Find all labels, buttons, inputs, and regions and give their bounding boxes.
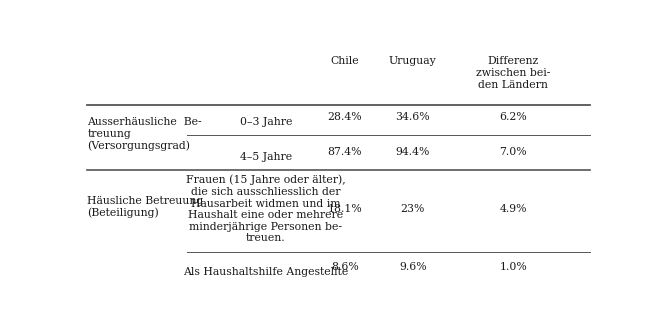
Text: Ausserhäusliche  Be-
treuung
(Versorgungsgrad): Ausserhäusliche Be- treuung (Versorgungs…: [88, 118, 202, 151]
Text: 0–3 Jahre: 0–3 Jahre: [240, 118, 292, 127]
Text: Als Haushaltshilfe Angestellte: Als Haushaltshilfe Angestellte: [183, 267, 349, 277]
Text: 23%: 23%: [401, 203, 425, 214]
Text: 1.0%: 1.0%: [499, 262, 527, 272]
Text: 4.9%: 4.9%: [499, 203, 527, 214]
Text: 34.6%: 34.6%: [395, 112, 430, 122]
Text: Frauen (15 Jahre oder älter),
die sich ausschliesslich der
Hausarbeit widmen und: Frauen (15 Jahre oder älter), die sich a…: [186, 175, 345, 243]
Text: 87.4%: 87.4%: [328, 147, 362, 157]
Text: 7.0%: 7.0%: [499, 147, 527, 157]
Text: Differenz
zwischen bei-
den Ländern: Differenz zwischen bei- den Ländern: [476, 56, 550, 89]
Text: Uruguay: Uruguay: [389, 56, 436, 66]
Text: 6.2%: 6.2%: [499, 112, 527, 122]
Text: 94.4%: 94.4%: [395, 147, 430, 157]
Text: 4–5 Jahre: 4–5 Jahre: [240, 152, 292, 162]
Text: 9.6%: 9.6%: [399, 262, 426, 272]
Text: Häusliche Betreuung
(Beteiligung): Häusliche Betreuung (Beteiligung): [88, 196, 203, 218]
Text: 28.4%: 28.4%: [328, 112, 362, 122]
Text: 8.6%: 8.6%: [331, 262, 359, 272]
Text: 18.1%: 18.1%: [328, 203, 363, 214]
Text: Chile: Chile: [330, 56, 359, 66]
